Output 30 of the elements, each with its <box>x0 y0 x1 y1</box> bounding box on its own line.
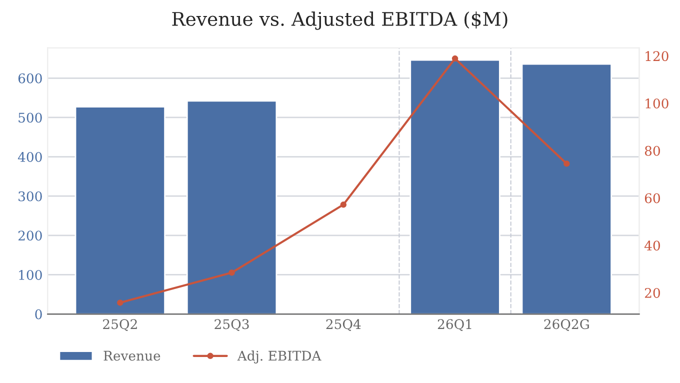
y-tick-label: 500 <box>18 112 42 123</box>
y-tick-label: 300 <box>18 191 42 202</box>
y-tick-label: 400 <box>18 152 42 162</box>
x-tick-label: 26Q2G <box>544 319 589 332</box>
y2-tick-label: 20 <box>644 288 660 298</box>
y2-tick-label: 100 <box>646 98 668 108</box>
bar <box>186 100 278 314</box>
x-tick-label: 26Q1 <box>438 319 472 332</box>
y-tick-label: 200 <box>18 230 42 241</box>
y2-tick-label: 40 <box>644 240 660 251</box>
y2-tick-label: 60 <box>644 193 660 204</box>
bar <box>521 63 612 314</box>
point <box>452 55 458 62</box>
point <box>228 269 235 276</box>
x-tick-label: 25Q4 <box>326 319 361 332</box>
bar <box>74 106 166 314</box>
chart-title: Revenue vs. Adjusted EBITDA ($M) <box>172 11 508 30</box>
y-tick-label: 0 <box>35 309 42 320</box>
point <box>564 160 570 167</box>
x-tick-label: 25Q3 <box>214 319 249 332</box>
bar <box>410 59 500 314</box>
point <box>117 300 124 306</box>
legend-label: Revenue <box>104 350 160 361</box>
point <box>340 202 347 208</box>
y-tick-label: 600 <box>18 73 42 84</box>
y2-tick-label: 120 <box>646 51 668 62</box>
y-tick-label: 100 <box>19 270 42 280</box>
y2-tick-label: 80 <box>644 146 660 156</box>
legend-label: Adj. EBITDA <box>237 350 322 364</box>
x-tick-label: 25Q2 <box>103 319 137 332</box>
